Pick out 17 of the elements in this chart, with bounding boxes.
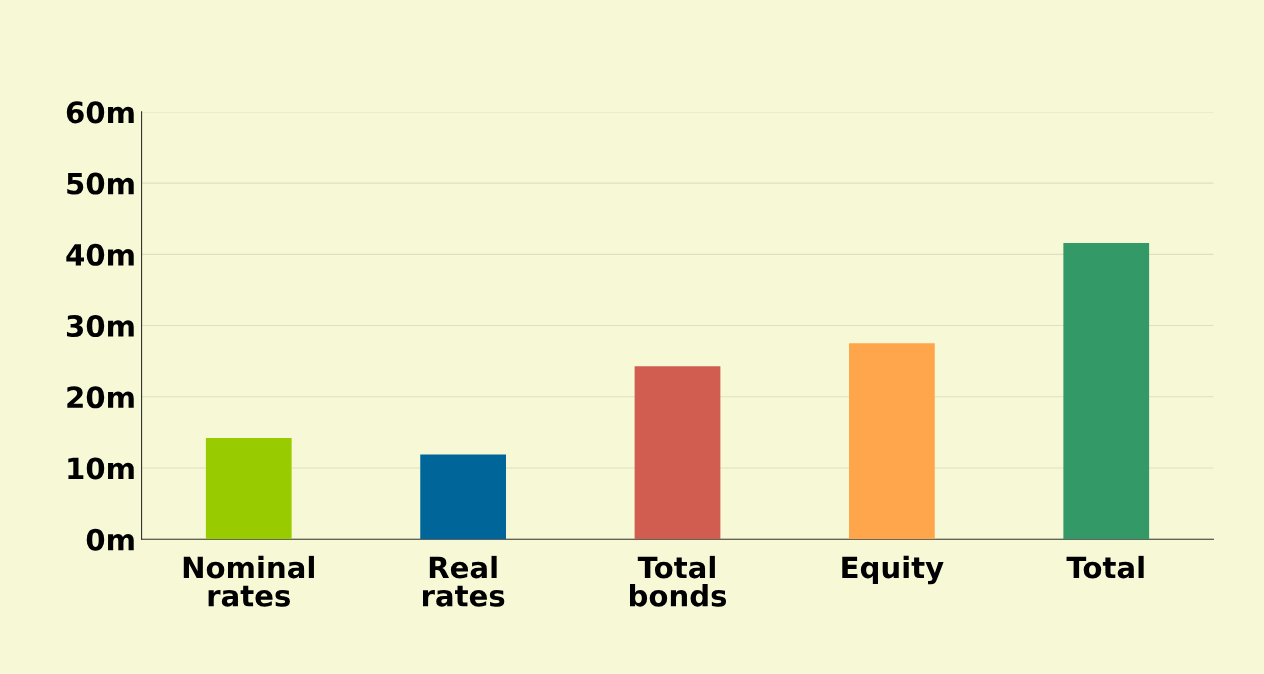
x-tick-label: Equity [842, 555, 944, 585]
bar [1063, 242, 1150, 540]
y-tick-label: 50m [67, 172, 134, 195]
x-tick-label: Real rates [423, 555, 505, 607]
y-tick-label: 10m [68, 457, 134, 480]
bar [634, 366, 721, 540]
bar [849, 343, 935, 540]
y-tick-label: 20m [67, 386, 134, 409]
x-tick-label: Nominal rates [183, 555, 314, 607]
y-tick-label: 0m [86, 528, 134, 551]
bar [205, 438, 292, 540]
x-tick-label: Total [1066, 555, 1144, 579]
x-tick-label: Total bonds [630, 555, 727, 607]
bar [420, 454, 506, 540]
y-tick-label: 40m [66, 243, 134, 266]
y-tick-label: 30m [66, 314, 134, 338]
y-tick-label: 60m [66, 101, 134, 124]
